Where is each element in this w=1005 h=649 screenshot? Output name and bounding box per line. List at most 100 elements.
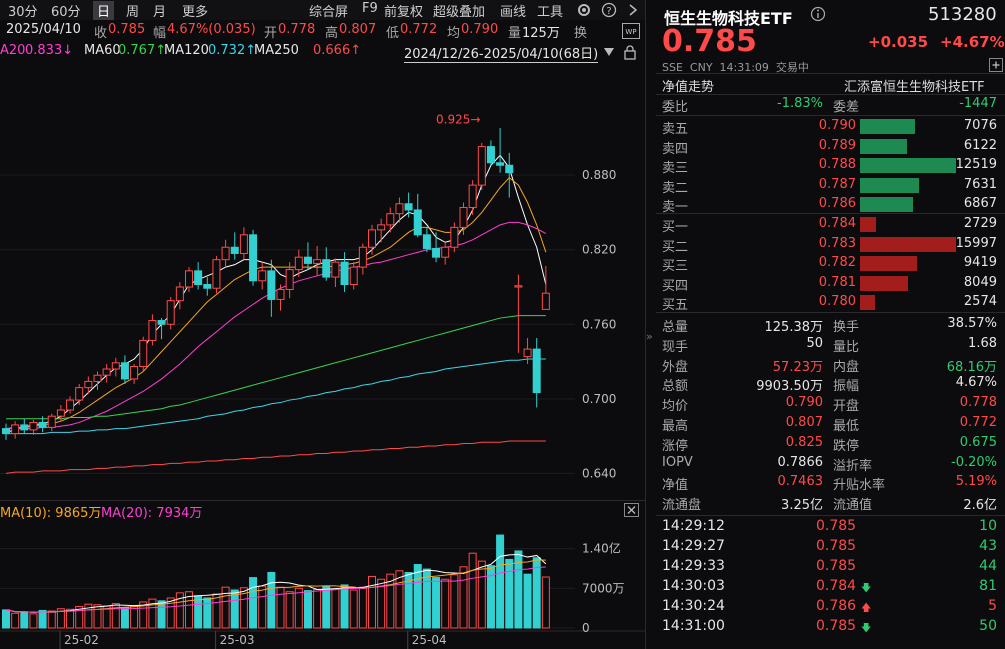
collapse-arrow-icon[interactable]: » xyxy=(646,330,653,343)
bid-row[interactable]: 买三 0.782 9419 xyxy=(656,254,1005,274)
weibi-label: 委比 xyxy=(662,100,689,115)
info-icon[interactable] xyxy=(810,6,826,22)
candle xyxy=(303,242,312,270)
ask-row[interactable]: 卖一 0.786 6867 xyxy=(656,195,1005,215)
volume-bar xyxy=(175,592,184,629)
candle xyxy=(157,318,166,340)
up-arrow-icon: 🡅 xyxy=(861,603,872,614)
volume-bar xyxy=(185,591,193,629)
stat-label: 跌停 xyxy=(833,438,860,454)
stat-label: 最高 xyxy=(662,419,689,434)
period-tab-30m[interactable]: 30分 xyxy=(8,5,38,20)
candle xyxy=(2,423,10,440)
candle xyxy=(422,227,431,253)
candle-body xyxy=(285,269,294,290)
menu-overlay[interactable]: 超级叠加 xyxy=(433,5,486,20)
high-label: 高 xyxy=(325,26,339,41)
low-value: 0.772 xyxy=(400,22,438,37)
tick-time: 14:29:12 xyxy=(662,518,725,534)
date-range[interactable]: 2024/12/26-2025/04/10(68日) xyxy=(404,43,599,63)
ma250-label: MA250 xyxy=(254,43,299,58)
ma20-label: A20 xyxy=(0,43,26,58)
candle-body xyxy=(120,362,129,380)
tick-row: 14:29:27 0.785 43 xyxy=(656,537,1005,557)
stat-value: 5.19% xyxy=(955,474,997,490)
menu-drawing[interactable]: 画线 xyxy=(500,5,527,20)
candle xyxy=(377,218,386,243)
candlestick-chart[interactable]: 0.880 0.820 0.760 0.700 0.640 0.925→ xyxy=(0,62,645,498)
bid-row[interactable]: 买四 0.781 8049 xyxy=(656,274,1005,294)
bid-row[interactable]: 买一 0.784 2729 xyxy=(656,215,1005,235)
candle-body xyxy=(358,246,367,268)
period-tab-day[interactable]: 日 xyxy=(93,1,115,20)
help-icon[interactable]: ? xyxy=(601,2,617,18)
volume-legend: MA(10): 9865万 MA(20): 7934万 xyxy=(0,500,645,521)
volume-bar xyxy=(47,610,56,629)
volume-axis: 1.40亿 7000万 0 xyxy=(582,541,625,635)
bid-label: 买五 xyxy=(662,298,689,313)
period-tab-60m[interactable]: 60分 xyxy=(51,5,81,20)
price-gridlines xyxy=(0,174,575,474)
ask-volume-bar xyxy=(860,158,956,173)
down-arrow-icon: 🡇 xyxy=(861,583,872,594)
more-icon[interactable] xyxy=(626,3,640,17)
menu-f9[interactable]: F9 xyxy=(362,1,378,16)
price-tick-label: 0.820 xyxy=(582,243,616,257)
volume-bar xyxy=(413,564,422,629)
candle xyxy=(249,229,258,286)
settings-icon[interactable] xyxy=(576,2,592,18)
bid-row[interactable]: 买二 0.783 15997 xyxy=(656,235,1005,255)
menu-forward-adjust[interactable]: 前复权 xyxy=(384,5,424,20)
close-panel-icon[interactable] xyxy=(624,503,639,517)
menu-composite[interactable]: 综合屏 xyxy=(309,5,349,20)
candle-body xyxy=(313,259,322,264)
tick-volume: 5 xyxy=(988,598,997,614)
candle-body xyxy=(486,146,495,164)
tick-row: 14:29:12 0.785 10 xyxy=(656,517,1005,537)
candle-body xyxy=(75,387,84,401)
stat-label: 升贴水率 xyxy=(833,478,886,494)
volume-bar xyxy=(239,587,248,629)
candle-body xyxy=(496,162,505,166)
candle-body xyxy=(203,284,212,289)
period-tab-month[interactable]: 月 xyxy=(153,5,167,20)
ask-row[interactable]: 卖二 0.787 7631 xyxy=(656,176,1005,196)
tick-price: 0.785 xyxy=(816,618,857,634)
candle xyxy=(75,383,84,406)
expand-icon[interactable] xyxy=(989,58,1003,72)
volume-bar xyxy=(29,613,38,629)
bar-date: 2025/04/10 xyxy=(6,22,81,37)
ask-volume: 6867 xyxy=(963,196,997,211)
ask-row[interactable]: 卖三 0.788 12519 xyxy=(656,156,1005,176)
switch-label[interactable]: 换 xyxy=(574,26,588,41)
volume-bar xyxy=(148,598,157,629)
ask-price: 0.790 xyxy=(818,118,856,133)
candle-body xyxy=(322,259,331,278)
candle-body xyxy=(185,270,193,288)
menu-tools[interactable]: 工具 xyxy=(537,5,564,20)
tick-volume: 44 xyxy=(979,558,997,574)
ask-row[interactable]: 卖四 0.789 6122 xyxy=(656,137,1005,157)
lock-icon[interactable] xyxy=(622,44,638,60)
ask-price: 0.786 xyxy=(818,196,856,211)
stat-label: 流通值 xyxy=(833,498,873,514)
range-dropdown-icon[interactable] xyxy=(603,47,615,57)
bid-row[interactable]: 买五 0.780 2574 xyxy=(656,293,1005,313)
volume-chart[interactable]: 1.40亿 7000万 0 25-02 25-03 25-04 xyxy=(0,518,645,649)
nav-trend-tab[interactable]: 净值走势 xyxy=(662,80,715,95)
candle-body xyxy=(258,270,267,282)
fund-name-tab[interactable]: 汇添富恒生生物科技ETF xyxy=(844,80,985,95)
volume-bar xyxy=(395,570,404,629)
ask-volume: 7076 xyxy=(963,118,997,133)
avg-label: 均 xyxy=(447,26,461,41)
tick-price: 0.785 xyxy=(816,518,857,534)
stat-label: 现手 xyxy=(662,339,689,355)
bid-volume: 9419 xyxy=(963,255,997,270)
candle-body xyxy=(422,234,431,249)
period-tab-week[interactable]: 周 xyxy=(126,5,140,20)
ask-row[interactable]: 卖五 0.790 7076 xyxy=(656,117,1005,137)
candle xyxy=(322,247,331,281)
period-tab-more[interactable]: 更多 xyxy=(182,5,209,20)
ask-volume-bar xyxy=(860,197,913,212)
candle-body xyxy=(130,366,139,380)
